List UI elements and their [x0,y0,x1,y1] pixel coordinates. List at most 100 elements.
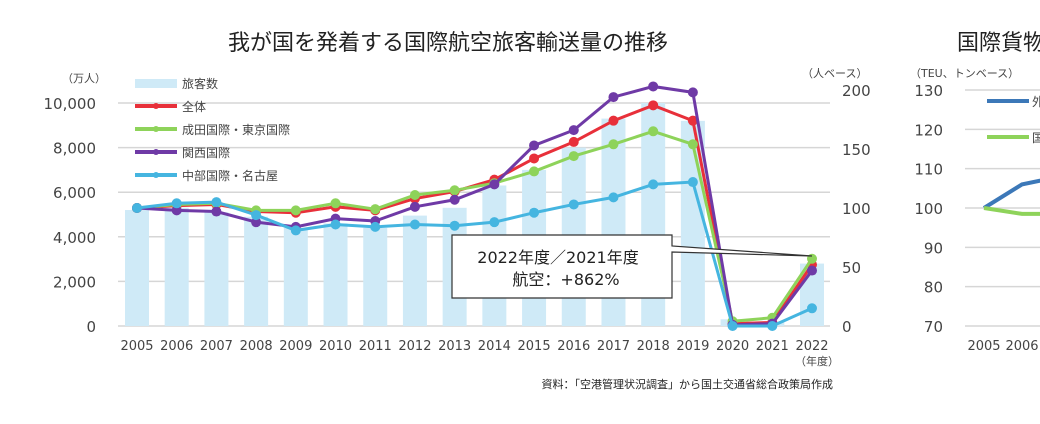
data-point [251,210,262,221]
y-tick-right: 200 [842,82,871,100]
y-tick-left: 0 [86,318,96,336]
annotation-callout: 2022年度／2021年度 航空：+862% [451,234,813,299]
data-point [449,194,460,205]
legend-label: 中部国際・名古屋 [182,168,278,183]
y-tick-right: 0 [842,318,852,336]
x-tick: 2016 [557,339,590,354]
bar [125,210,149,326]
data-point [529,153,540,164]
legend-label: 国 [1032,131,1040,145]
bar [363,227,388,326]
data-point [132,203,142,213]
data-point [767,321,778,331]
x-tick: 2007 [200,339,233,354]
data-point [568,151,579,162]
x-tick: 2013 [438,339,471,354]
legend-label: 外 [1032,95,1040,109]
x-tick: 2020 [716,339,749,354]
data-point [409,201,420,212]
y-tick: 90 [924,239,943,257]
y-tick-left: 6,000 [53,184,96,202]
bar [323,223,348,326]
data-point [370,204,381,215]
data-point [529,166,540,177]
x-tick: 2015 [518,339,551,354]
y-tick-left: 8,000 [53,140,96,158]
data-point [489,179,500,190]
data-point [211,206,222,217]
data-point [648,126,659,137]
data-point [608,115,619,126]
data-point [807,265,817,276]
x-tick: 2009 [279,339,312,354]
data-point [687,139,698,150]
bar [680,120,705,326]
data-point [370,221,381,232]
data-point [807,303,817,314]
x-tick: 2006 [160,339,193,354]
data-point [727,321,738,331]
y-tick-right: 50 [842,259,861,277]
bar [283,227,308,326]
data-point [290,225,301,236]
x-tick: 2010 [319,339,352,354]
data-point [687,115,698,126]
data-point [608,192,619,203]
x-tick: 2021 [756,339,789,354]
x-tick: 2005 [967,339,1000,354]
y-axis-right-label: （人ベース） [802,67,867,80]
x-tick: 2018 [637,339,670,354]
y-tick-left: 4,000 [53,229,96,247]
chart2-title: 国際貨物 [957,31,1040,56]
y-axis-left-label: （万人） [62,72,106,85]
x-tick: 2022 [795,339,828,354]
data-point [409,190,420,201]
y-tick: 100 [914,200,943,218]
series-line [136,129,814,323]
data-point [251,217,262,228]
data-point [409,219,420,230]
chart-title: 我が国を発着する国際航空旅客輸送量の推移 [228,31,668,56]
series-line [983,206,1040,216]
x-tick: 2012 [398,339,431,354]
x-tick: 2017 [597,339,630,354]
legend-marker [153,149,159,155]
data-point [687,87,698,98]
data-point [687,177,698,188]
y-tick: 80 [924,279,943,297]
data-point [529,207,540,218]
series-line [136,84,814,327]
legend-marker [153,126,159,132]
annotation-line2: 航空：+862% [512,270,619,289]
data-point [648,100,659,111]
bar [204,212,229,326]
y-tick: 130 [914,82,943,100]
legend-swatch-bar [135,79,177,88]
data-point [648,81,659,92]
chart2-y-label: （TEU、トンベース） [910,67,1019,80]
legend-label: 旅客数 [182,76,218,91]
data-point [568,125,579,136]
series-line [136,180,813,328]
annotation-line1: 2022年度／2021年度 [477,248,638,267]
legend-label: 成田国際・東京国際 [182,123,290,137]
y-tick: 120 [914,121,943,139]
y-tick-right: 150 [842,141,871,159]
x-tick: 2014 [478,339,511,354]
series-line [982,178,1040,210]
x-tick: 2011 [359,339,392,354]
data-point [330,219,341,230]
x-axis-label: （年度） [795,354,839,368]
data-point [211,197,222,208]
x-tick: 2005 [120,339,153,354]
legend-label: 関西国際 [182,146,230,160]
legend-label: 全体 [182,99,206,114]
x-tick: 2019 [676,339,709,354]
x-tick: 2006 [1005,339,1038,354]
source-note: 資料：「空港管理状況調査」から国土交通省総合政策局作成 [542,377,834,391]
bar [244,216,269,326]
y-tick-left: 10,000 [44,95,97,113]
x-tick: 2008 [240,339,273,354]
y-tick: 70 [924,318,943,336]
